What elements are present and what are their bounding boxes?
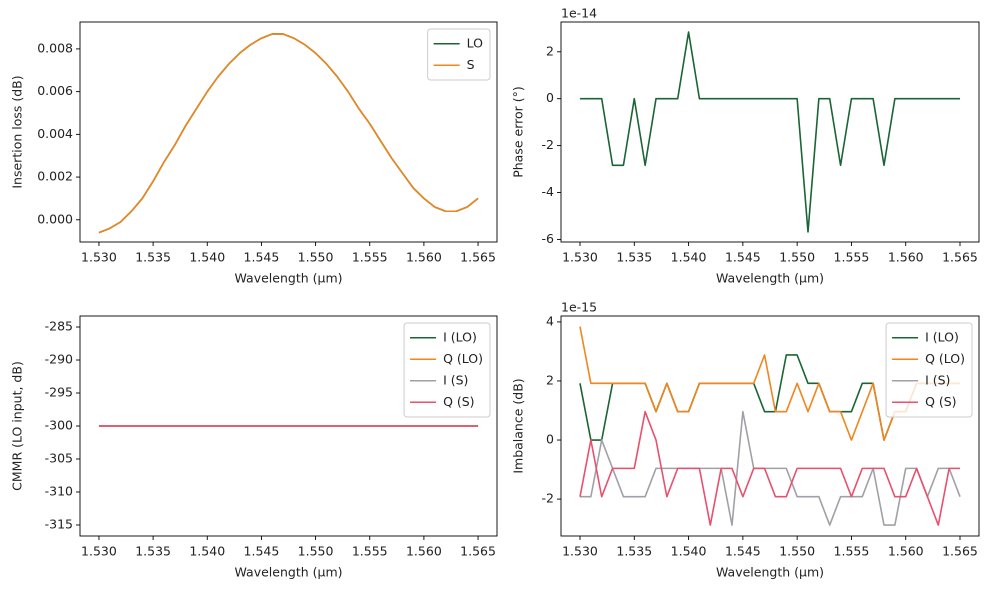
x-tick-label: 1.540 xyxy=(671,250,707,265)
y-tick-label: 0 xyxy=(546,432,554,447)
x-axis-label: Wavelength (µm) xyxy=(234,271,342,286)
legend-label: Q (S) xyxy=(925,394,957,409)
x-tick-label: 1.545 xyxy=(725,250,761,265)
y-axis-label: CMMR (LO input, dB) xyxy=(10,361,25,491)
y-tick-label: 0.008 xyxy=(37,40,73,55)
legend-frame xyxy=(403,322,491,418)
plot-area xyxy=(98,33,479,234)
legend-label: S xyxy=(467,57,475,72)
x-tick-label: 1.550 xyxy=(779,544,815,559)
data-line xyxy=(98,33,479,234)
x-tick-label: 1.555 xyxy=(834,544,870,559)
y-axis-label: Imbalance (dB) xyxy=(511,378,526,473)
x-tick-label: 1.565 xyxy=(942,544,978,559)
y-tick-label: 0.000 xyxy=(37,211,73,226)
y-axis-label: Phase error (°) xyxy=(511,86,526,178)
data-line xyxy=(98,33,479,234)
x-tick-label: 1.535 xyxy=(616,250,652,265)
x-tick-label: 1.535 xyxy=(135,250,171,265)
x-tick-label: 1.555 xyxy=(834,250,870,265)
y-tick-label: 0 xyxy=(546,90,554,105)
x-axis-label: Wavelength (µm) xyxy=(716,565,824,580)
legend-frame xyxy=(885,322,973,418)
x-tick-label: 1.560 xyxy=(406,250,442,265)
x-tick-label: 1.540 xyxy=(189,250,225,265)
x-axis-label: Wavelength (µm) xyxy=(234,565,342,580)
y-tick-label: 2 xyxy=(546,372,554,387)
x-tick-label: 1.530 xyxy=(81,544,117,559)
legend-label: LO xyxy=(467,35,484,50)
legend-label: Q (LO) xyxy=(925,351,965,366)
offset-text: 1e-14 xyxy=(561,6,597,21)
legend-label: Q (S) xyxy=(443,394,475,409)
x-tick-label: 1.545 xyxy=(244,250,280,265)
x-tick-label: 1.530 xyxy=(81,250,117,265)
y-tick-label: -2 xyxy=(542,137,554,152)
y-tick-label: -4 xyxy=(542,184,555,199)
x-tick-label: 1.550 xyxy=(298,250,334,265)
x-tick-label: 1.545 xyxy=(244,544,280,559)
x-tick-label: 1.540 xyxy=(671,544,707,559)
x-tick-label: 1.540 xyxy=(189,544,225,559)
x-tick-label: 1.555 xyxy=(352,544,388,559)
y-tick-label: 0.006 xyxy=(37,83,73,98)
offset-text: 1e-15 xyxy=(561,300,597,315)
x-tick-label: 1.530 xyxy=(562,250,598,265)
x-tick-label: 1.555 xyxy=(352,250,388,265)
y-tick-label: -290 xyxy=(45,352,73,367)
x-tick-label: 1.560 xyxy=(406,544,442,559)
y-axis-label: Insertion loss (dB) xyxy=(10,75,25,188)
subplot: 1.530 1.535 1.540 1.545 1.550 1.555 1.560 1.565… xyxy=(10,315,498,580)
x-tick-label: 1.565 xyxy=(460,250,496,265)
axes-frame xyxy=(560,21,980,243)
legend-label: Q (LO) xyxy=(443,351,483,366)
y-tick-label: -305 xyxy=(45,450,73,465)
x-tick-label: 1.545 xyxy=(725,544,761,559)
x-tick-label: 1.535 xyxy=(135,544,171,559)
plot-area xyxy=(580,31,960,233)
y-tick-label: 4 xyxy=(546,313,554,328)
y-tick-label: -2 xyxy=(542,491,554,506)
x-tick-label: 1.560 xyxy=(888,250,924,265)
legend-label: I (S) xyxy=(443,372,468,387)
data-line xyxy=(580,31,960,233)
axes-frame xyxy=(79,21,498,243)
legend: LO S xyxy=(427,28,491,81)
x-tick-label: 1.565 xyxy=(942,250,978,265)
subplot: 1.530 1.535 1.540 1.545 1.550 1.555 1.560 1.565… xyxy=(511,300,980,580)
x-tick-label: 1.565 xyxy=(460,544,496,559)
subplot: 1.530 1.535 1.540 1.545 1.550 1.555 1.560 1.565… xyxy=(10,21,498,286)
y-tick-label: 0.004 xyxy=(37,126,73,141)
data-line xyxy=(579,410,960,526)
y-tick-label: -300 xyxy=(45,418,73,433)
legend-label: I (LO) xyxy=(443,329,477,344)
legend-frame xyxy=(427,28,491,81)
x-axis-label: Wavelength (µm) xyxy=(716,271,824,286)
legend: I (LO) Q (LO) I (S) Q (S) xyxy=(885,322,973,418)
legend-label: I (LO) xyxy=(925,329,959,344)
x-tick-label: 1.535 xyxy=(616,544,652,559)
legend-label: I (S) xyxy=(925,372,950,387)
y-tick-label: -6 xyxy=(542,231,555,246)
y-tick-label: -315 xyxy=(45,516,73,531)
x-tick-label: 1.550 xyxy=(779,250,815,265)
x-tick-label: 1.550 xyxy=(298,544,334,559)
y-tick-label: -295 xyxy=(45,385,73,400)
data-line xyxy=(580,410,961,526)
legend: I (LO) Q (LO) I (S) Q (S) xyxy=(403,322,491,418)
y-tick-label: 0.002 xyxy=(37,169,73,184)
y-tick-label: 2 xyxy=(546,43,554,58)
x-tick-label: 1.560 xyxy=(888,544,924,559)
axes-frame xyxy=(560,315,980,537)
y-tick-label: -285 xyxy=(45,319,73,334)
x-tick-label: 1.530 xyxy=(562,544,598,559)
subplot: 1.530 1.535 1.540 1.545 1.550 1.555 1.560 1.565… xyxy=(511,6,980,286)
y-tick-label: -310 xyxy=(45,483,73,498)
